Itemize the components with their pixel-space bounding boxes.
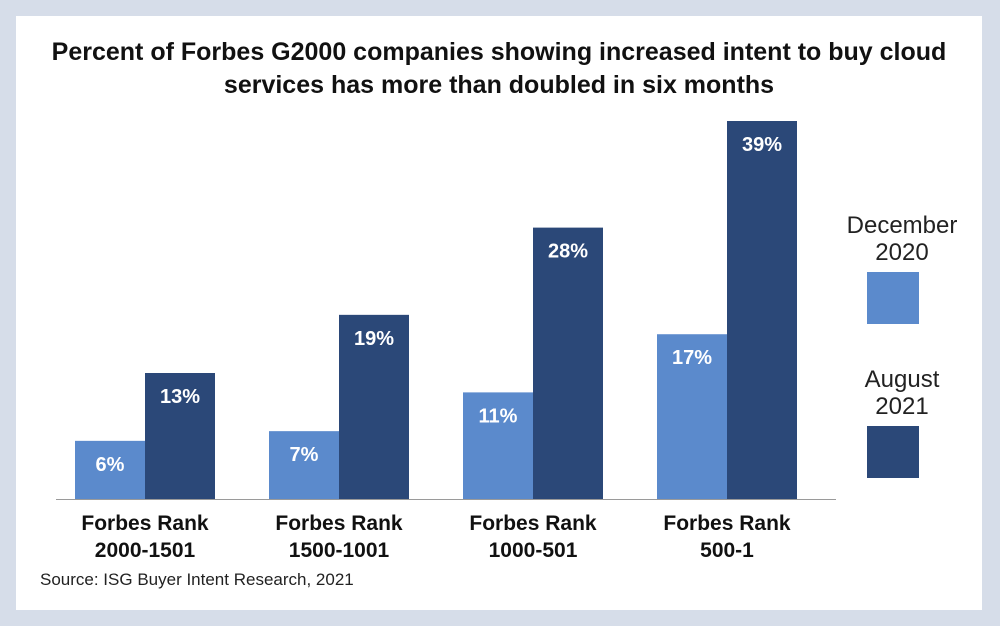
legend-swatch [867, 272, 919, 324]
category-label: 1000-501 [489, 539, 578, 562]
legend-label: December 2020 [822, 212, 982, 266]
category-label: 500-1 [700, 539, 754, 562]
data-label: 17% [672, 347, 712, 369]
bar-dec-2020-2 [269, 431, 339, 499]
data-label: 28% [548, 241, 588, 263]
legend-label-line: August [864, 366, 940, 393]
source-note: Source: ISG Buyer Intent Research, 2021 [40, 570, 354, 589]
legend-swatch [867, 426, 919, 478]
bar-aug-2021-1 [145, 373, 215, 499]
data-label: 7% [290, 444, 319, 466]
data-label: 19% [354, 328, 394, 350]
chart-title: Percent of Forbes G2000 companies showin… [16, 36, 982, 102]
legend-label: August 2021 [822, 366, 982, 420]
data-label: 6% [96, 454, 125, 476]
category-label: 2000-1501 [95, 539, 196, 562]
legend-label-line: December [846, 212, 958, 239]
category-label: Forbes Rank [469, 512, 597, 535]
bar-aug-2021-4 [727, 121, 797, 499]
category-label: Forbes Rank [81, 512, 209, 535]
chart-card: Percent of Forbes G2000 companies showin… [16, 16, 982, 610]
bar-dec-2020-1 [75, 440, 145, 499]
bar-dec-2020-3 [463, 392, 533, 499]
bar-aug-2021-3 [533, 227, 603, 499]
data-label: 39% [742, 134, 782, 156]
category-label: Forbes Rank [663, 512, 791, 535]
legend-label-line: 2020 [875, 239, 929, 266]
bar-chart: 6% 13% Forbes Rank 2000-1501 7% 19% Forbes Ran… [56, 121, 836, 562]
chart-title-text: Percent of Forbes G2000 companies showin… [51, 38, 947, 99]
category-label: 1500-1001 [289, 539, 390, 562]
legend-label-line: 2021 [875, 393, 929, 420]
data-label: 11% [479, 405, 518, 427]
data-label: 13% [160, 386, 200, 408]
bar-aug-2021-2 [339, 314, 409, 499]
bar-dec-2020-4 [657, 334, 727, 499]
category-label: Forbes Rank [275, 512, 403, 535]
